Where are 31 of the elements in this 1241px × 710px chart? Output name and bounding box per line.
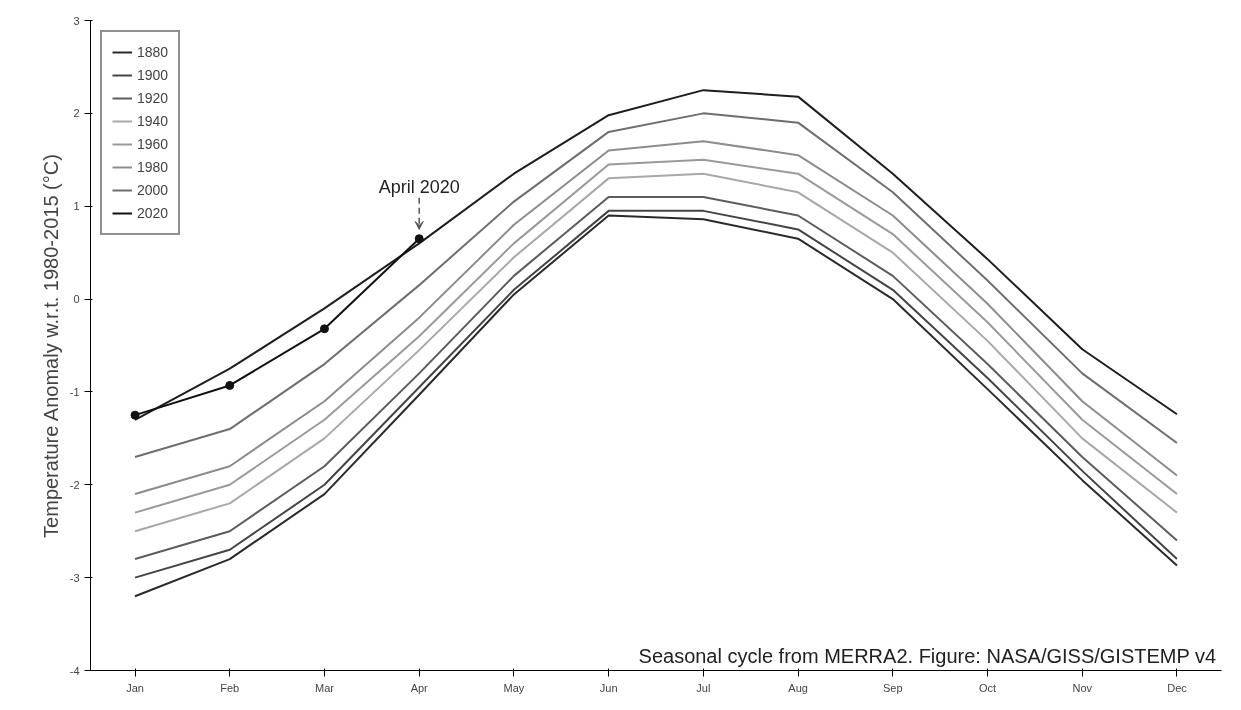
legend-label: 2020 [137, 205, 169, 221]
legend-label: 1880 [137, 44, 169, 60]
x-tick-label: Dec [1167, 681, 1188, 694]
y-tick-label: 1 [73, 200, 80, 213]
x-tick-label: Feb [220, 681, 240, 694]
x-tick-label: Jan [126, 681, 144, 694]
y-axis-title: Temperature Anomaly w.r.t. 1980-2015 (°C) [39, 154, 62, 538]
x-tick-label: Apr [410, 681, 429, 694]
legend-label: 2000 [137, 182, 169, 198]
y-tick-label: -3 [69, 571, 80, 584]
x-tick-label: May [503, 681, 525, 694]
y-tick-label: -2 [69, 478, 80, 491]
legend-label: 1920 [137, 90, 169, 106]
legend-label: 1960 [137, 136, 169, 152]
x-tick-label: Aug [788, 681, 808, 694]
x-tick-label: Mar [315, 681, 335, 694]
legend-label: 1900 [137, 67, 169, 83]
y-tick-label: 2 [73, 107, 80, 120]
x-tick-label: Nov [1072, 681, 1093, 694]
x-tick-label: Jul [696, 681, 711, 694]
y-tick-label: 3 [73, 14, 80, 27]
x-tick-label: Oct [978, 681, 997, 694]
y-tick-label: -4 [69, 664, 80, 677]
legend-label: 1980 [137, 159, 169, 175]
x-tick-label: Jun [599, 681, 618, 694]
annotation: April 2020 [378, 176, 460, 197]
legend-label: 1940 [137, 113, 169, 129]
y-tick-label: -1 [69, 385, 80, 398]
annotation: Seasonal cycle from MERRA2. Figure: NASA/GISS/GISTEMP v4 [638, 644, 1217, 667]
x-tick-label: Sep [883, 681, 903, 694]
y-tick-label: 0 [73, 293, 80, 306]
